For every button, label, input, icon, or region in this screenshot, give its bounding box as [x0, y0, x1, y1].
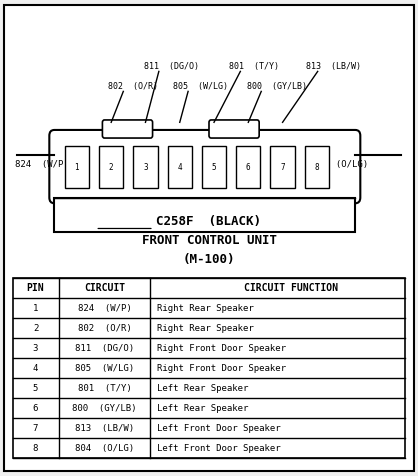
Text: Right Front Door Speaker: Right Front Door Speaker	[157, 344, 286, 353]
Text: 4: 4	[33, 364, 38, 373]
Text: 8: 8	[314, 163, 319, 171]
Text: Left Front Door Speaker: Left Front Door Speaker	[157, 444, 280, 453]
Text: 804  (O/LG): 804 (O/LG)	[309, 160, 368, 169]
Text: PIN: PIN	[27, 283, 44, 294]
Text: 6: 6	[246, 163, 251, 171]
Text: 7: 7	[33, 424, 38, 433]
Text: Left Rear Speaker: Left Rear Speaker	[157, 404, 248, 413]
Text: FRONT CONTROL UNIT: FRONT CONTROL UNIT	[142, 234, 276, 247]
Text: 800  (GY/LB): 800 (GY/LB)	[247, 82, 307, 91]
Bar	[305, 146, 329, 188]
Text: Left Rear Speaker: Left Rear Speaker	[157, 384, 248, 393]
Bar	[13, 278, 405, 458]
Text: 7: 7	[280, 163, 285, 171]
Text: Right Front Door Speaker: Right Front Door Speaker	[157, 364, 286, 373]
Text: 1: 1	[33, 304, 38, 313]
Bar	[168, 146, 192, 188]
Text: C258F  (BLACK): C258F (BLACK)	[156, 215, 262, 228]
Text: Right Rear Speaker: Right Rear Speaker	[157, 304, 253, 313]
Text: 802  (O/R): 802 (O/R)	[78, 324, 131, 333]
Text: 801  (T/Y): 801 (T/Y)	[229, 62, 279, 71]
Text: 804  (O/LG): 804 (O/LG)	[75, 444, 134, 453]
Text: 8: 8	[33, 444, 38, 453]
Text: 802  (O/R): 802 (O/R)	[108, 82, 158, 91]
FancyBboxPatch shape	[102, 120, 153, 138]
Text: Right Rear Speaker: Right Rear Speaker	[157, 324, 253, 333]
Text: 805  (W/LG): 805 (W/LG)	[75, 364, 134, 373]
Text: Left Front Door Speaker: Left Front Door Speaker	[157, 424, 280, 433]
Text: 800  (GY/LB): 800 (GY/LB)	[72, 404, 137, 413]
Text: 5: 5	[33, 384, 38, 393]
Text: 2: 2	[33, 324, 38, 333]
Text: 1: 1	[74, 163, 79, 171]
Bar	[202, 146, 226, 188]
Text: 824  (W/P): 824 (W/P)	[78, 304, 131, 313]
Text: (M-100): (M-100)	[183, 253, 235, 266]
Text: 4: 4	[177, 163, 182, 171]
Bar	[133, 146, 158, 188]
Text: 2: 2	[109, 163, 114, 171]
Text: 811  (DG/O): 811 (DG/O)	[144, 62, 199, 71]
Text: 3: 3	[143, 163, 148, 171]
Text: CIRCUIT: CIRCUIT	[84, 283, 125, 294]
Text: 5: 5	[212, 163, 217, 171]
Bar	[99, 146, 123, 188]
FancyBboxPatch shape	[49, 130, 360, 203]
Bar	[65, 146, 89, 188]
Text: 3: 3	[33, 344, 38, 353]
Text: 801  (T/Y): 801 (T/Y)	[78, 384, 131, 393]
Text: 813  (LB/W): 813 (LB/W)	[75, 424, 134, 433]
Text: 824  (W/P): 824 (W/P)	[15, 160, 69, 169]
FancyBboxPatch shape	[209, 120, 259, 138]
Bar	[236, 146, 260, 188]
Text: 6: 6	[33, 404, 38, 413]
Text: 811  (DG/O): 811 (DG/O)	[75, 344, 134, 353]
Bar	[54, 198, 355, 232]
Bar	[270, 146, 295, 188]
Text: 805  (W/LG): 805 (W/LG)	[173, 82, 229, 91]
Text: 813  (LB/W): 813 (LB/W)	[306, 62, 361, 71]
Text: CIRCUIT FUNCTION: CIRCUIT FUNCTION	[244, 283, 337, 294]
